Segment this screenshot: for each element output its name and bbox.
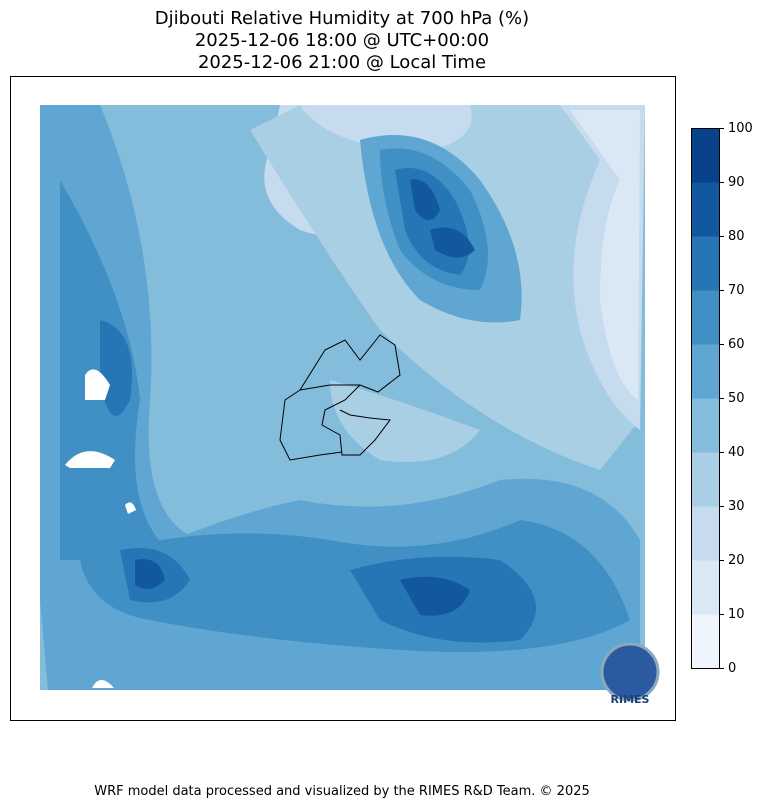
colorbar-segment [691,398,720,453]
colorbar: 0 10 20 30 40 50 60 70 80 90 100 [691,121,753,676]
colorbar-segment [691,506,720,561]
colorbar-tick-label: 80 [728,229,745,244]
colorbar-frame [691,128,720,669]
colorbar-tick-label: 40 [728,445,745,460]
colorbar-segment [691,236,720,291]
colorbar-segment [691,128,720,183]
colorbar-tick-label: 10 [728,607,745,622]
colorbar-tick-label: 30 [728,499,745,514]
title-line: Djibouti Relative Humidity at 700 hPa (%… [155,8,529,29]
colorbar-segment [691,344,720,399]
colorbar-tick-label: 90 [728,175,745,190]
humidity-field [40,105,645,690]
colorbar-tick-label: 0 [728,661,736,676]
title-line: 2025-12-06 21:00 @ Local Time [198,52,486,73]
colorbar-tick-label: 100 [728,121,753,136]
footer: WRF model data processed and visualized … [94,784,590,799]
logo: RIMES [600,642,660,706]
colorbar-tick-label: 70 [728,283,745,298]
colorbar-segment [691,182,720,237]
colorbar-segment [691,560,720,615]
title-line: 2025-12-06 18:00 @ UTC+00:00 [195,30,489,51]
colorbar-tick-label: 50 [728,391,745,406]
logo-text: RIMES [611,693,650,706]
colorbar-segment [691,614,720,669]
colorbar-tick-label: 20 [728,553,745,568]
colorbar-tick-label: 60 [728,337,745,352]
colorbar-segment [691,290,720,345]
colorbar-segment [691,452,720,507]
